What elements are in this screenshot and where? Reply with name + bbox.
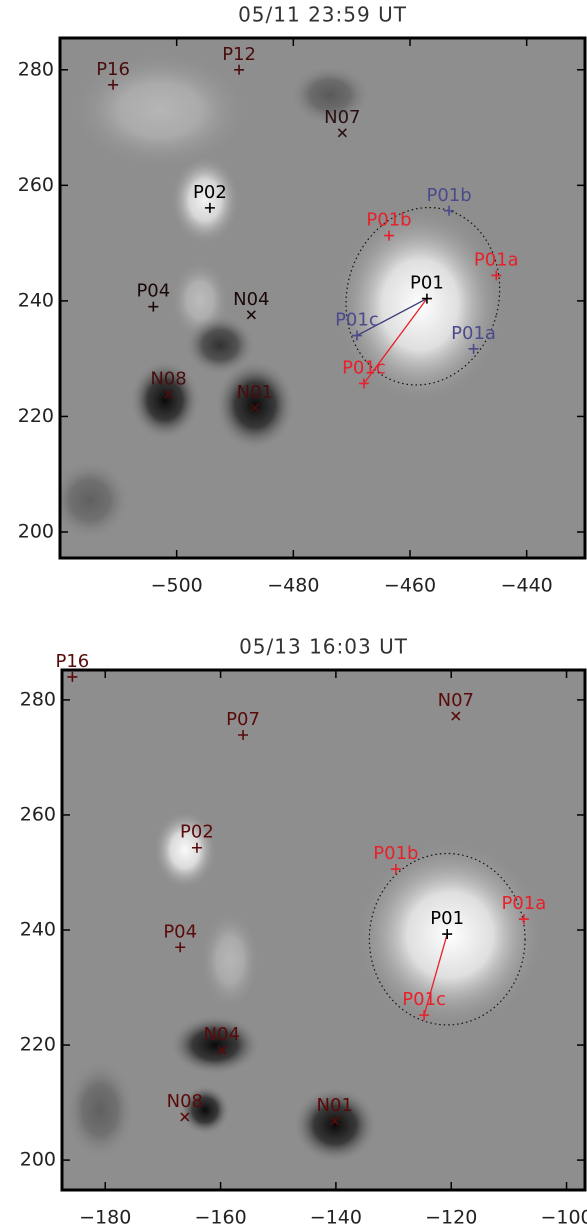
feature-label: N07 [438, 690, 474, 711]
feature-marker [191, 842, 202, 853]
feature-label: P02 [180, 822, 214, 843]
feature-marker [175, 942, 186, 953]
feature-marker [217, 1045, 227, 1055]
feature-marker [108, 79, 119, 90]
feature-marker [234, 64, 245, 75]
feature-label: P01c [335, 310, 379, 331]
magnetogram-background [62, 670, 585, 1190]
x-tick-label: −140 [310, 1207, 362, 1229]
feature-marker [518, 914, 529, 925]
plot-frame [60, 668, 587, 1192]
feature-marker [442, 929, 453, 940]
feature-label: P01a [451, 323, 496, 344]
feature-marker [451, 711, 461, 721]
connector-line [356, 298, 428, 337]
feature-label: N04 [233, 289, 269, 310]
fit-ellipse [368, 852, 526, 1026]
feature-marker [246, 310, 256, 320]
feature-label: N01 [237, 382, 273, 403]
feature-marker [491, 270, 502, 281]
feature-label: P16 [55, 651, 89, 672]
feature-marker [67, 671, 78, 682]
feature-label: P12 [222, 44, 256, 65]
feature-label: P07 [226, 709, 260, 730]
x-tick-label: −460 [384, 575, 436, 597]
y-tick-label: 200 [20, 1149, 56, 1171]
feature-marker [180, 1112, 190, 1122]
feature-marker [337, 128, 347, 138]
feature-label: P01c [342, 358, 386, 379]
feature-label: P02 [193, 182, 227, 203]
feature-marker [163, 389, 174, 400]
feature-label: P01b [366, 210, 411, 231]
chart-title: 05/13 16:03 UT [239, 635, 408, 659]
feature-label: N08 [150, 368, 186, 389]
y-tick-label: 260 [20, 803, 56, 825]
x-tick-label: −160 [194, 1207, 246, 1229]
plot-layer: 05/11 23:59 UT −500 −480 −460 −440 200 220 240 2… [18, 3, 587, 1229]
feature-marker [238, 730, 249, 740]
feature-marker [390, 864, 401, 875]
feature-marker [351, 330, 362, 341]
x-tick-label: −180 [79, 1207, 131, 1229]
y-tick-label: 220 [20, 1034, 56, 1056]
fit-ellipse [345, 206, 501, 386]
feature-marker [419, 1010, 430, 1021]
chart-title: 05/11 23:59 UT [238, 3, 407, 27]
feature-label: P01c [402, 989, 446, 1010]
feature-label: P04 [136, 281, 170, 302]
feature-label: P01a [501, 893, 546, 914]
connector-line [363, 298, 428, 384]
feature-marker [148, 301, 159, 312]
feature-marker [468, 343, 479, 354]
x-tick-label: −480 [267, 575, 319, 597]
feature-label: P04 [163, 921, 197, 942]
x-tick-label: −100 [540, 1207, 587, 1229]
y-tick-label: 200 [18, 521, 54, 543]
feature-label: P01 [410, 273, 444, 294]
feature-marker [250, 403, 260, 413]
magnetogram-background [60, 38, 585, 558]
feature-marker [384, 230, 394, 241]
plot-data [368, 852, 526, 1026]
feature-marker [444, 205, 455, 216]
feature-label: P01b [426, 185, 471, 206]
x-tick-label: −120 [425, 1207, 477, 1229]
feature-label: P01 [430, 908, 464, 929]
y-tick-label: 280 [18, 58, 54, 80]
y-tick-label: 240 [20, 919, 56, 941]
y-tick-label: 280 [20, 688, 56, 710]
feature-marker [204, 202, 215, 213]
plot-data [345, 206, 501, 386]
feature-label: N01 [317, 1095, 353, 1116]
feature-label: N04 [204, 1024, 240, 1045]
x-tick-label: −500 [151, 575, 203, 597]
y-tick-label: 220 [18, 405, 54, 427]
feature-label: P01a [474, 249, 519, 270]
y-tick-label: 240 [18, 289, 54, 311]
feature-label: P16 [96, 59, 130, 80]
feature-marker [358, 378, 369, 389]
connector-line [423, 933, 448, 1016]
feature-label: N07 [324, 107, 360, 128]
x-tick-label: −440 [501, 575, 553, 597]
y-tick-label: 260 [18, 174, 54, 196]
plot-frame [58, 36, 587, 560]
feature-marker [330, 1116, 340, 1126]
feature-label: P01b [373, 843, 418, 864]
feature-marker [421, 293, 432, 304]
feature-label: N08 [167, 1091, 203, 1112]
